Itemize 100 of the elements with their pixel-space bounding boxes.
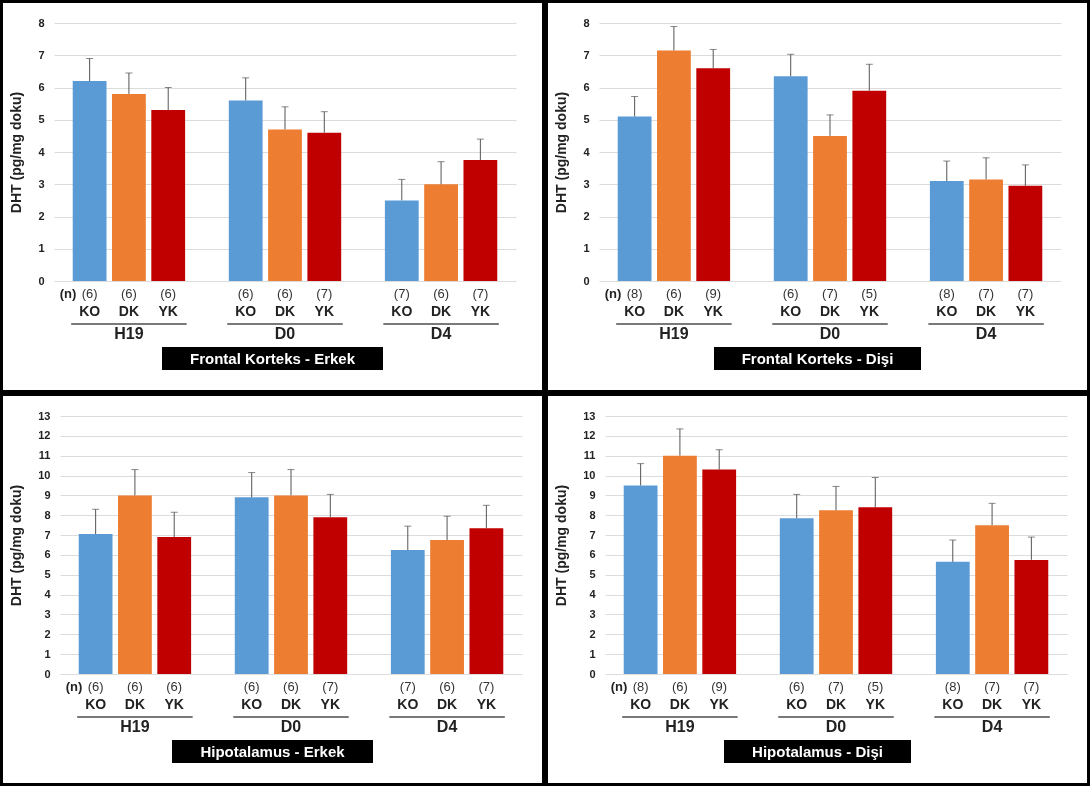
y-tick-label: 7 <box>583 48 590 61</box>
bar <box>463 160 498 281</box>
text: (9) <box>705 286 722 301</box>
y-tick-label: 12 <box>38 429 51 442</box>
text: (6) <box>237 286 254 301</box>
y-axis-title: DHT (pg/mg doku) <box>8 484 25 607</box>
text: (6) <box>782 286 799 301</box>
bar <box>935 561 970 674</box>
text: Hipotalamus - Erkek <box>172 740 373 763</box>
bar <box>929 181 964 281</box>
bar <box>469 528 504 674</box>
y-tick-label: 9 <box>44 488 51 501</box>
y-tick-label: 2 <box>589 627 596 640</box>
text: KO <box>235 303 257 319</box>
series-label: DK <box>118 303 140 319</box>
text: KO <box>936 303 958 319</box>
bar <box>858 507 893 674</box>
text: KO <box>942 696 964 712</box>
x-tick-label: D4 <box>981 717 1003 735</box>
bar <box>657 50 691 281</box>
y-tick-label: 8 <box>44 508 51 521</box>
y-tick-label: 12 <box>583 429 596 442</box>
text: (7) <box>828 679 844 694</box>
bar <box>78 534 113 674</box>
bar <box>813 135 847 281</box>
y-axis-title: DHT (pg/mg doku) <box>553 91 570 214</box>
y-tick-label: 7 <box>44 528 51 541</box>
text: (6) <box>87 679 104 694</box>
bar <box>112 93 146 281</box>
text: (9) <box>711 679 728 694</box>
text: Frontal Korteks - Erkek <box>161 347 384 370</box>
text: (n) <box>59 286 77 301</box>
y-tick-label: 6 <box>583 81 590 93</box>
series-label: KO <box>624 303 646 319</box>
bar <box>1014 559 1049 674</box>
text: (7) <box>478 679 495 694</box>
bar <box>779 518 814 674</box>
bar <box>430 540 464 674</box>
y-tick-label: 5 <box>589 568 596 581</box>
text: (7) <box>1023 679 1040 694</box>
bar <box>268 129 302 281</box>
x-tick-label: D4 <box>975 324 997 342</box>
y-tick-label: 4 <box>44 588 52 601</box>
y-tick-label: 1 <box>589 647 596 660</box>
y-tick-label: 0 <box>583 274 590 287</box>
bar <box>274 495 308 674</box>
text: (6) <box>243 679 260 694</box>
x-tick-label: D0 <box>280 717 302 735</box>
text: (n) <box>65 679 83 694</box>
bar <box>151 110 186 281</box>
text: (7) <box>399 679 416 694</box>
text: KO <box>391 303 413 319</box>
y-tick-label: 5 <box>583 113 590 126</box>
y-tick-label: 5 <box>44 568 51 581</box>
text: (6) <box>120 286 137 301</box>
text: (6) <box>277 286 293 301</box>
y-tick-label: 3 <box>38 177 45 190</box>
y-axis-title: DHT (pg/mg doku) <box>8 91 25 214</box>
bar <box>313 517 348 674</box>
bar <box>228 100 263 281</box>
text: (6) <box>788 679 805 694</box>
y-axis-title: DHT (pg/mg doku) <box>553 484 570 607</box>
y-tick-label: 3 <box>583 177 590 190</box>
text: DK <box>975 303 997 319</box>
x-tick-label: D0 <box>819 324 841 342</box>
y-tick-label: 7 <box>589 528 596 541</box>
text: Frontal Korteks - Dişi <box>713 347 922 370</box>
x-tick-label: D4 <box>436 717 458 735</box>
text: YK <box>320 696 341 712</box>
text: KO <box>397 696 419 712</box>
y-tick-label: 6 <box>38 81 45 93</box>
y-tick-label: 7 <box>38 48 45 61</box>
text: DK <box>436 696 458 712</box>
text: (7) <box>393 286 410 301</box>
text: (5) <box>861 286 878 301</box>
bar <box>975 525 1009 674</box>
bar <box>969 179 1003 281</box>
series-label: DK <box>124 696 146 712</box>
text: YK <box>470 303 491 319</box>
y-tick-label: 0 <box>589 667 596 680</box>
y-tick-label: 3 <box>44 607 51 620</box>
y-tick-label: 13 <box>583 409 596 422</box>
y-tick-label: 4 <box>589 588 597 601</box>
text: (8) <box>632 679 649 694</box>
bar <box>384 200 419 281</box>
series-label: DK <box>669 696 691 712</box>
series-label: KO <box>85 696 107 712</box>
text: DK <box>981 696 1003 712</box>
text: YK <box>859 303 880 319</box>
text: (7) <box>1017 286 1034 301</box>
bar <box>773 76 808 281</box>
series-label: DK <box>663 303 685 319</box>
text: (6) <box>166 679 183 694</box>
x-tick-label: D0 <box>274 324 296 342</box>
bar <box>617 116 652 281</box>
text: Hipotalamus - Dişi <box>724 740 911 763</box>
text: YK <box>1021 696 1042 712</box>
text: (n) <box>604 286 622 301</box>
y-tick-label: 11 <box>583 449 596 462</box>
y-tick-label: 6 <box>44 548 51 561</box>
